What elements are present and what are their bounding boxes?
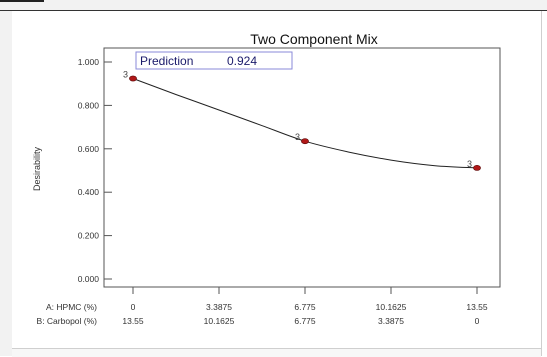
chart-title: Two Component Mix [250, 31, 378, 47]
y-tick-label: 0.800 [78, 100, 100, 110]
window-right-margin [541, 11, 547, 356]
prediction-box: Prediction 0.924 [135, 51, 293, 70]
x-axis-label-b: B: Carbopol (%) [37, 316, 98, 326]
x-axis-label-a: A: HPMC (%) [46, 302, 97, 312]
x-tick-label-hpmc: 13.55 [466, 302, 488, 312]
window-border [0, 10, 547, 11]
x-tick-label-carbopol: 10.1625 [204, 316, 235, 326]
x-tick-label-hpmc: 3.3875 [206, 302, 232, 312]
x-axis: 0 13.55 3.3875 10.1625 6.775 6.775 10.1625 3.38… [37, 287, 488, 326]
plot-area [103, 47, 501, 288]
window-bottom-margin [12, 348, 541, 357]
x-tick-label-hpmc: 10.1625 [376, 302, 407, 312]
window-top-accent [0, 0, 44, 2]
x-tick-label-carbopol: 0 [475, 316, 480, 326]
window-left-margin [0, 11, 12, 356]
y-tick-group: 1.000 0.800 0.600 0.400 0.200 0.000 [78, 57, 112, 284]
prediction-box-frame [135, 51, 293, 70]
design-points: 3 3 3 [123, 69, 481, 171]
y-tick-label: 0.600 [78, 144, 100, 154]
design-point [129, 75, 137, 82]
prediction-label: Prediction [140, 54, 193, 68]
x-tick-label-carbopol: 3.3875 [378, 316, 404, 326]
y-axis-label: Desirability [32, 146, 42, 191]
y-tick-label: 0.400 [78, 187, 100, 197]
y-tick-label: 1.000 [78, 57, 100, 67]
x-tick-label-hpmc: 6.775 [294, 302, 316, 312]
y-axis: 1.000 0.800 0.600 0.400 0.200 0.000 Desirabil… [32, 57, 112, 284]
prediction-value: 0.924 [227, 54, 257, 68]
x-tick-label-carbopol: 6.775 [294, 316, 316, 326]
x-tick-label-hpmc: 0 [131, 302, 136, 312]
design-point-label: 3 [123, 69, 128, 79]
design-point-label: 3 [295, 132, 300, 142]
x-tick-group: 0 13.55 3.3875 10.1625 6.775 6.775 10.1625 3.38… [122, 287, 488, 326]
x-tick-label-carbopol: 13.55 [122, 316, 144, 326]
y-tick-label: 0.000 [78, 274, 100, 284]
design-point-label: 3 [467, 159, 472, 169]
window-top-bar [0, 0, 547, 10]
y-tick-label: 0.200 [78, 231, 100, 241]
design-point [301, 138, 309, 145]
design-point [473, 164, 481, 171]
